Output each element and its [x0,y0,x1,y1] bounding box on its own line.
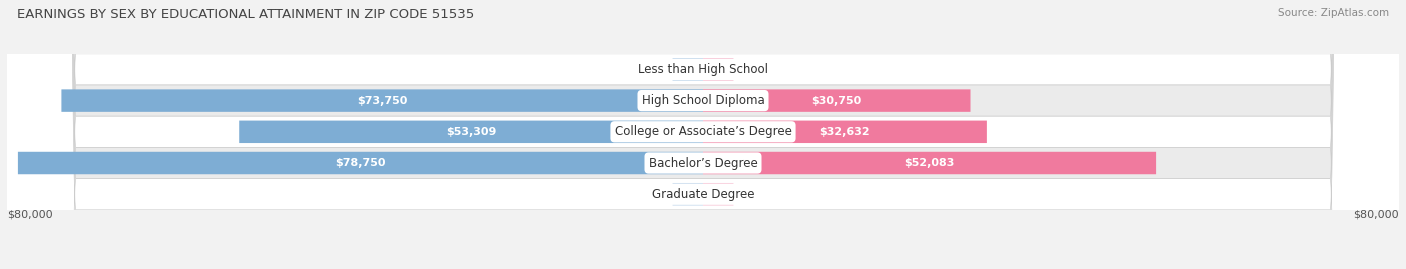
FancyBboxPatch shape [703,121,987,143]
Text: $80,000: $80,000 [1354,210,1399,220]
Text: Less than High School: Less than High School [638,63,768,76]
FancyBboxPatch shape [18,152,703,174]
Text: $32,632: $32,632 [820,127,870,137]
FancyBboxPatch shape [6,0,1400,269]
Text: College or Associate’s Degree: College or Associate’s Degree [614,125,792,138]
Text: $0: $0 [741,189,755,199]
Legend: Male, Female: Male, Female [648,266,758,269]
FancyBboxPatch shape [703,89,970,112]
Text: $0: $0 [651,64,665,75]
FancyBboxPatch shape [672,183,703,206]
FancyBboxPatch shape [703,58,734,81]
Text: EARNINGS BY SEX BY EDUCATIONAL ATTAINMENT IN ZIP CODE 51535: EARNINGS BY SEX BY EDUCATIONAL ATTAINMEN… [17,8,474,21]
FancyBboxPatch shape [703,183,734,206]
Text: High School Diploma: High School Diploma [641,94,765,107]
Text: $53,309: $53,309 [446,127,496,137]
Text: Bachelor’s Degree: Bachelor’s Degree [648,157,758,169]
FancyBboxPatch shape [6,0,1400,269]
FancyBboxPatch shape [6,0,1400,269]
FancyBboxPatch shape [62,89,703,112]
Text: Source: ZipAtlas.com: Source: ZipAtlas.com [1278,8,1389,18]
Text: $73,750: $73,750 [357,95,408,106]
FancyBboxPatch shape [672,58,703,81]
FancyBboxPatch shape [239,121,703,143]
FancyBboxPatch shape [6,0,1400,269]
FancyBboxPatch shape [6,0,1400,269]
Text: $80,000: $80,000 [7,210,52,220]
Text: $30,750: $30,750 [811,95,862,106]
Text: Graduate Degree: Graduate Degree [652,188,754,201]
FancyBboxPatch shape [703,152,1156,174]
Text: $0: $0 [651,189,665,199]
Text: $52,083: $52,083 [904,158,955,168]
Text: $78,750: $78,750 [335,158,385,168]
Text: $0: $0 [741,64,755,75]
